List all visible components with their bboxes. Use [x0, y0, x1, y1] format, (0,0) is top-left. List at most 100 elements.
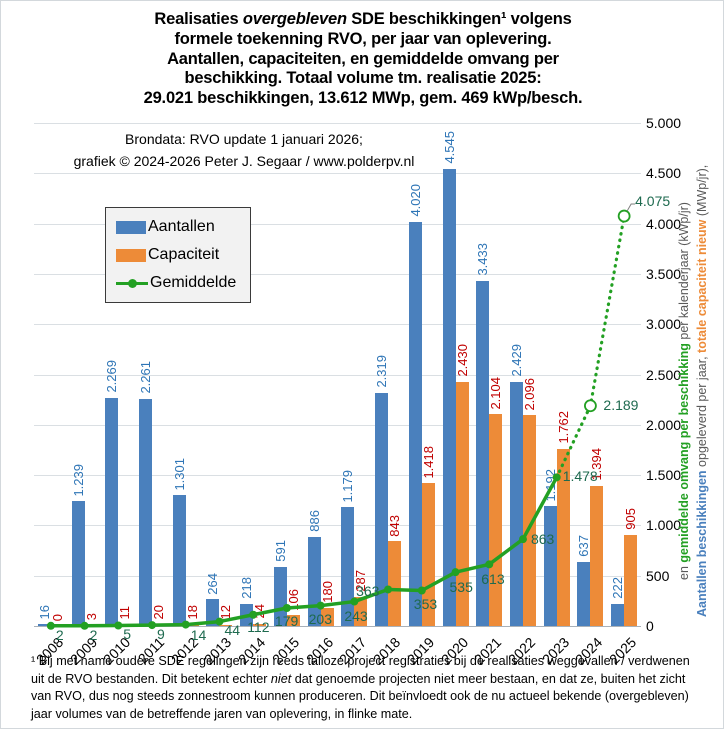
- bar-capaciteit-2025: [624, 534, 638, 626]
- gemiddelde-value-label: 2: [55, 626, 64, 643]
- bar-aantallen-2019: [408, 221, 422, 626]
- right-axis-title-line2: en gemiddelde omvang per beschikking per…: [677, 117, 691, 665]
- subtitle-line: grafiek © 2024-2026 Peter J. Segaar / ww…: [73, 153, 415, 170]
- title-text: SDE beschikkingen¹ volgens: [346, 10, 572, 28]
- title-line: Realisaties overgebleven SDE beschikking…: [73, 10, 653, 30]
- bar-capaciteit-2024: [590, 485, 604, 626]
- y-axis-tick-label: 1.500: [646, 467, 682, 484]
- gridline: [34, 123, 641, 124]
- gemiddelde-marker: [617, 209, 631, 223]
- gemiddelde-value-label: 9: [157, 626, 165, 643]
- legend-label: Aantallen: [148, 218, 215, 235]
- y-axis-tick-label: 4.500: [646, 165, 682, 182]
- bar-aantallen-2010: [105, 397, 119, 626]
- aantallen-value-label: 2.269: [104, 360, 120, 393]
- capaciteit-swatch-icon: [116, 248, 146, 262]
- gridline: [34, 374, 641, 376]
- gemiddelde-value-label: 363: [356, 583, 380, 600]
- aantallen-value-label: 591: [272, 539, 288, 562]
- axis-title-segment: per kalenderjaar (kWp/jr): [677, 202, 691, 344]
- subtitle-line: Brondata: RVO update 1 januari 2026;: [125, 131, 363, 147]
- footnote: ¹ Bij met name oudere SDE regelingen zij…: [31, 653, 695, 724]
- axis-title-segment: en: [677, 562, 691, 580]
- y-axis-tick-label: 500: [646, 567, 670, 584]
- y-axis-tick-label: 3.500: [646, 265, 682, 282]
- y-axis-tick-label: 5.000: [646, 115, 682, 131]
- gemiddelde-line-swatch-icon: [116, 277, 148, 290]
- capaciteit-value-label: 1.762: [555, 411, 571, 444]
- title-line: 29.021 beschikkingen, 13.612 MWp, gem. 4…: [143, 89, 583, 108]
- gemiddelde-value-label: 613: [481, 571, 505, 588]
- legend-label: Capaciteit: [148, 246, 220, 263]
- capaciteit-value-label: 2.104: [488, 376, 504, 410]
- aantallen-value-label: 1.239: [70, 463, 86, 497]
- aantallen-value-label: 637: [576, 535, 592, 557]
- gemiddelde-value-label: 5: [123, 626, 132, 643]
- title-line: Aantallen, capaciteiten, en gemiddelde o…: [167, 49, 559, 68]
- axis-title-segment: totale capaciteit nieuw: [695, 219, 709, 354]
- title-line: formele toekenning RVO, per jaar van opl…: [174, 29, 552, 48]
- gemiddelde-value-label: 863: [530, 531, 555, 548]
- footnote-italic-text: niet: [270, 671, 292, 686]
- gridline: [34, 173, 641, 175]
- bar-aantallen-2020: [442, 168, 456, 626]
- gemiddelde-marker: [584, 399, 597, 413]
- aantallen-value-label: 1.192: [542, 468, 558, 502]
- aantallen-value-label: 886: [306, 510, 322, 532]
- capaciteit-value-label: 2.430: [454, 344, 470, 377]
- bar-capaciteit-2021: [489, 414, 503, 626]
- bar-aantallen-2024: [577, 561, 591, 626]
- title-italic-text: overgebleven: [242, 10, 347, 28]
- gemiddelde-value-label: 1.478: [562, 468, 598, 485]
- y-axis-tick-label: 2.000: [646, 416, 682, 433]
- aantallen-value-label: 264: [205, 572, 221, 595]
- capaciteit-value-label: 180: [319, 581, 335, 603]
- bar-capaciteit-2022: [522, 415, 536, 626]
- gemiddelde-marker-dot: [588, 404, 593, 408]
- gemiddelde-value-label: 14: [190, 626, 207, 643]
- legend-label: Gemiddelde: [150, 274, 237, 291]
- capaciteit-value-label: 11: [117, 606, 133, 620]
- aantallen-value-label: 3.433: [475, 243, 491, 276]
- footnote-text: dat genoemde projecten niet meer bestaan…: [31, 671, 689, 721]
- y-axis-tick-label: 2.500: [646, 366, 682, 383]
- gemiddelde-value-label: 535: [449, 579, 473, 596]
- gemiddelde-value-label: 44: [224, 621, 241, 638]
- capaciteit-value-label: 12: [218, 605, 234, 620]
- y-axis-tick-label: 3.000: [646, 316, 682, 333]
- y-axis-tick-label: 4.000: [646, 215, 682, 232]
- capaciteit-value-label: 3: [83, 613, 99, 621]
- aantallen-value-label: 4.020: [407, 184, 423, 217]
- bar-aantallen-2009: [71, 501, 85, 626]
- gridline: [34, 223, 641, 225]
- chart-subtitle: Brondata: RVO update 1 januari 2026; gra…: [19, 128, 469, 173]
- title-line: beschikking. Totaal volume tm. realisati…: [184, 69, 542, 88]
- gemiddelde-value-label: 353: [413, 596, 438, 613]
- gemiddelde-value-label: 203: [308, 610, 332, 627]
- legend-item-aantallen: Aantallen: [116, 218, 236, 236]
- axis-title-segment: Aantallen beschikkingen: [695, 470, 709, 618]
- bar-aantallen-2025: [611, 603, 625, 626]
- bar-capaciteit-2018: [388, 541, 402, 626]
- aantallen-value-label: 2.429: [508, 344, 524, 377]
- capaciteit-value-label: 20: [151, 604, 167, 619]
- aantallen-value-label: 2.319: [374, 355, 390, 388]
- gemiddelde-value-label: 112: [247, 618, 270, 635]
- gemiddelde-value-label: 2: [89, 626, 98, 643]
- title-text: Realisaties: [154, 10, 243, 28]
- legend-item-capaciteit: Capaciteit: [116, 246, 236, 264]
- y-axis-tick-label: 0: [646, 618, 654, 634]
- bar-capaciteit-2023: [556, 448, 570, 626]
- axis-title-segment: (MWp/jr),: [695, 164, 709, 220]
- right-axis-title-line1: Aantallen beschikkingen opgeleverd per j…: [695, 117, 709, 665]
- aantallen-swatch-icon: [116, 220, 146, 234]
- aantallen-value-label: 2.261: [138, 361, 154, 394]
- gemiddelde-value-label: 243: [344, 607, 368, 624]
- gemiddelde-value-label: 2.189: [603, 396, 639, 413]
- capaciteit-value-label: 843: [387, 514, 403, 537]
- capaciteit-value-label: 1.418: [420, 445, 436, 479]
- capaciteit-value-label: 24: [252, 604, 268, 619]
- label-leader-line: [626, 203, 636, 212]
- bar-aantallen-2012: [172, 495, 186, 626]
